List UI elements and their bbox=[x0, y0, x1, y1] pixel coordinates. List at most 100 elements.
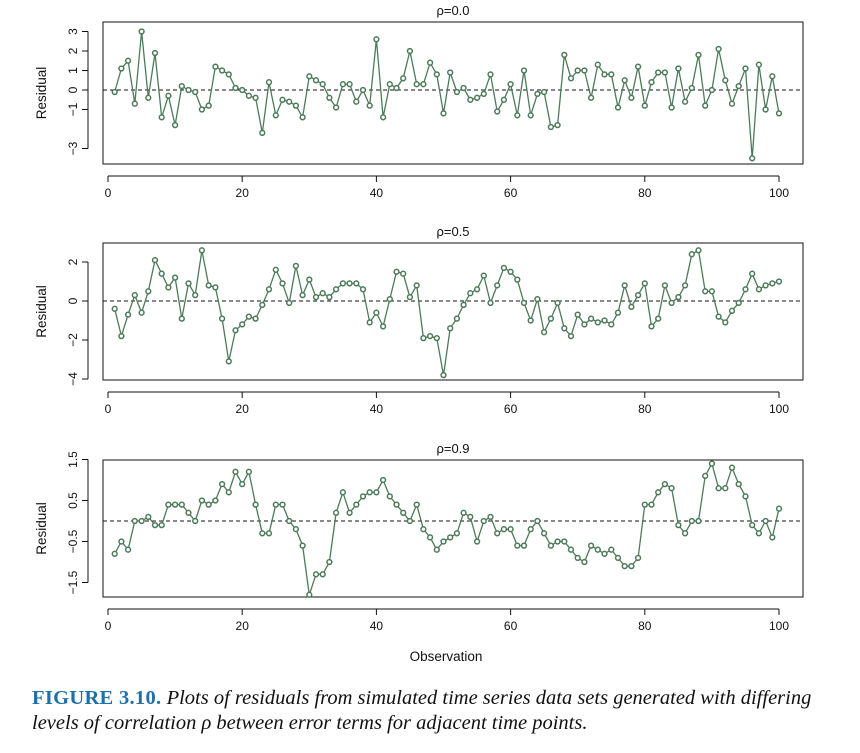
x-tick-label-2-5: 100 bbox=[769, 402, 789, 416]
data-point-3-15 bbox=[205, 501, 212, 508]
data-point-2-58 bbox=[494, 282, 501, 289]
plot-frame-1 bbox=[102, 21, 804, 165]
data-point-3-93 bbox=[728, 464, 736, 471]
data-point-2-24 bbox=[265, 286, 273, 293]
y-tick-label-1-5: 3 bbox=[66, 28, 80, 35]
data-point-1-15 bbox=[205, 102, 212, 109]
data-point-2-95 bbox=[742, 286, 749, 293]
data-point-3-57 bbox=[487, 513, 494, 521]
data-point-2-11 bbox=[178, 315, 185, 322]
data-point-2-70 bbox=[574, 311, 581, 318]
data-point-3-62 bbox=[520, 542, 528, 549]
data-point-1-86 bbox=[681, 98, 689, 105]
data-point-2-79 bbox=[634, 291, 642, 299]
data-point-1-38 bbox=[359, 86, 367, 94]
data-point-2-50 bbox=[440, 371, 447, 379]
x-tick-label-3-2: 40 bbox=[370, 619, 384, 633]
data-point-3-35 bbox=[339, 489, 347, 496]
data-point-3-55 bbox=[473, 538, 481, 545]
data-point-2-14 bbox=[198, 247, 206, 254]
data-point-3-63 bbox=[527, 526, 534, 533]
data-point-2-96 bbox=[749, 270, 756, 277]
data-point-1-64 bbox=[534, 90, 541, 98]
data-point-3-72 bbox=[587, 542, 595, 549]
data-point-3-68 bbox=[561, 538, 568, 545]
y-tick-label-1-4: 2 bbox=[66, 47, 80, 54]
data-point-1-65 bbox=[540, 88, 548, 96]
x-tick-label-2-2: 40 bbox=[370, 402, 384, 416]
data-point-3-13 bbox=[192, 517, 199, 525]
data-point-3-36 bbox=[346, 509, 353, 516]
data-point-3-44 bbox=[400, 509, 407, 516]
data-point-2-56 bbox=[480, 272, 487, 279]
data-point-3-80 bbox=[641, 501, 648, 508]
data-point-3-23 bbox=[259, 530, 266, 537]
y-tick-label-2-3: 2 bbox=[66, 258, 80, 265]
data-point-3-61 bbox=[514, 542, 521, 549]
data-point-2-88 bbox=[695, 247, 702, 254]
data-point-2-97 bbox=[755, 286, 763, 293]
data-point-3-1 bbox=[111, 550, 118, 557]
data-point-2-45 bbox=[406, 293, 414, 301]
data-point-1-35 bbox=[339, 81, 347, 88]
data-point-1-90 bbox=[708, 86, 716, 94]
y-tick-label-3-3: 1.5 bbox=[66, 451, 80, 468]
data-point-1-81 bbox=[648, 79, 655, 86]
data-point-3-82 bbox=[655, 489, 662, 496]
data-point-2-78 bbox=[628, 303, 635, 311]
series-line-1 bbox=[114, 31, 780, 159]
data-point-1-29 bbox=[299, 114, 306, 121]
data-point-2-23 bbox=[259, 301, 266, 309]
data-point-1-91 bbox=[715, 45, 722, 53]
data-point-2-69 bbox=[567, 332, 575, 340]
data-point-2-89 bbox=[702, 288, 709, 295]
data-point-1-88 bbox=[695, 51, 702, 59]
data-point-3-6 bbox=[145, 513, 152, 521]
x-tick-label-1-1: 20 bbox=[236, 186, 250, 200]
data-point-1-24 bbox=[265, 79, 273, 86]
data-point-3-78 bbox=[628, 562, 635, 570]
data-point-1-57 bbox=[487, 71, 494, 78]
data-point-3-46 bbox=[413, 501, 420, 508]
x-axis-label: Observation bbox=[410, 649, 483, 664]
data-point-1-53 bbox=[460, 84, 467, 92]
data-point-2-54 bbox=[467, 290, 474, 297]
data-point-2-83 bbox=[661, 282, 669, 289]
chart-title-1: ρ=0.0 bbox=[436, 3, 469, 18]
data-point-3-33 bbox=[326, 558, 333, 566]
data-point-3-7 bbox=[151, 521, 159, 529]
data-point-3-58 bbox=[494, 530, 501, 537]
x-tick-label-3-5: 100 bbox=[769, 619, 789, 633]
data-point-1-49 bbox=[433, 71, 440, 78]
data-point-1-72 bbox=[587, 94, 595, 101]
data-point-1-33 bbox=[326, 94, 333, 101]
data-point-1-3 bbox=[124, 57, 132, 64]
y-tick-label-3-2: 0.5 bbox=[66, 492, 80, 509]
data-point-2-43 bbox=[393, 268, 400, 275]
data-point-1-71 bbox=[581, 67, 588, 74]
chart-title-2: ρ=0.5 bbox=[436, 224, 469, 239]
data-point-3-12 bbox=[185, 509, 192, 516]
data-point-3-4 bbox=[131, 517, 138, 525]
data-point-2-55 bbox=[473, 286, 481, 293]
data-point-2-3 bbox=[124, 311, 132, 318]
data-point-3-40 bbox=[373, 489, 380, 496]
data-point-1-9 bbox=[165, 92, 172, 99]
data-point-2-22 bbox=[252, 315, 259, 322]
data-point-3-31 bbox=[312, 571, 320, 578]
data-point-3-97 bbox=[755, 530, 763, 537]
data-point-3-47 bbox=[420, 526, 427, 533]
data-point-2-68 bbox=[561, 325, 568, 332]
x-tick-label-2-3: 60 bbox=[504, 402, 518, 416]
data-point-2-42 bbox=[386, 295, 393, 303]
data-point-2-80 bbox=[641, 280, 648, 287]
data-point-3-64 bbox=[534, 517, 541, 525]
data-point-1-76 bbox=[614, 104, 622, 111]
data-point-3-28 bbox=[292, 526, 300, 533]
x-tick-label-3-0: 0 bbox=[105, 619, 112, 633]
data-point-3-20 bbox=[239, 480, 246, 488]
data-point-3-76 bbox=[614, 554, 622, 562]
data-point-2-38 bbox=[359, 286, 367, 293]
data-point-1-79 bbox=[634, 63, 642, 70]
chart-title-3: ρ=0.9 bbox=[436, 441, 469, 456]
